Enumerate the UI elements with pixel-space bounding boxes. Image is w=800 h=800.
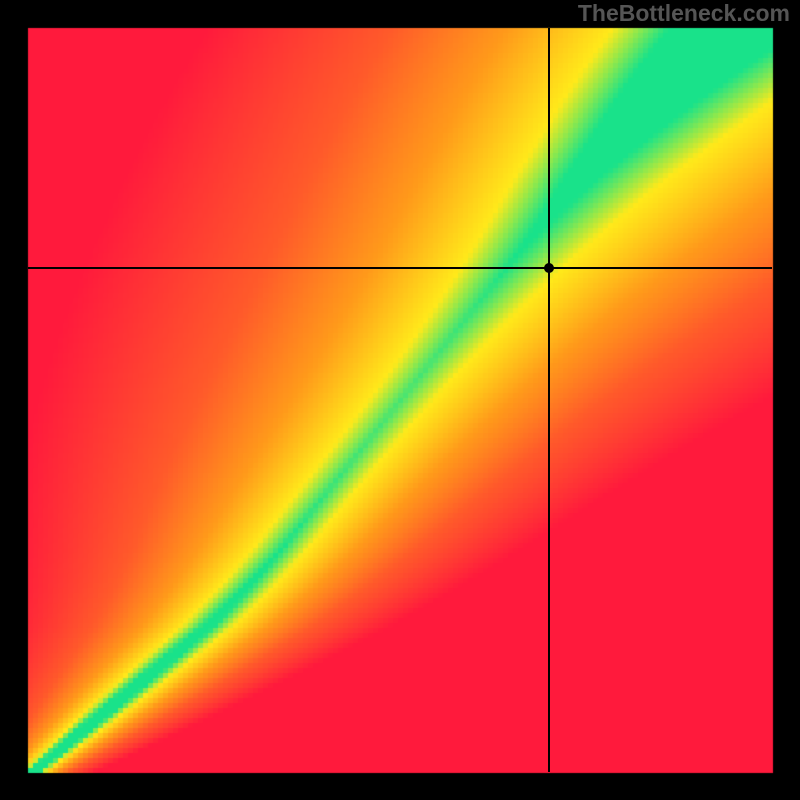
watermark-text: TheBottleneck.com xyxy=(578,0,790,27)
crosshair-marker xyxy=(544,263,554,273)
heatmap-canvas xyxy=(0,0,800,800)
crosshair-horizontal xyxy=(28,267,772,269)
chart-container: TheBottleneck.com xyxy=(0,0,800,800)
crosshair-vertical xyxy=(548,28,550,772)
